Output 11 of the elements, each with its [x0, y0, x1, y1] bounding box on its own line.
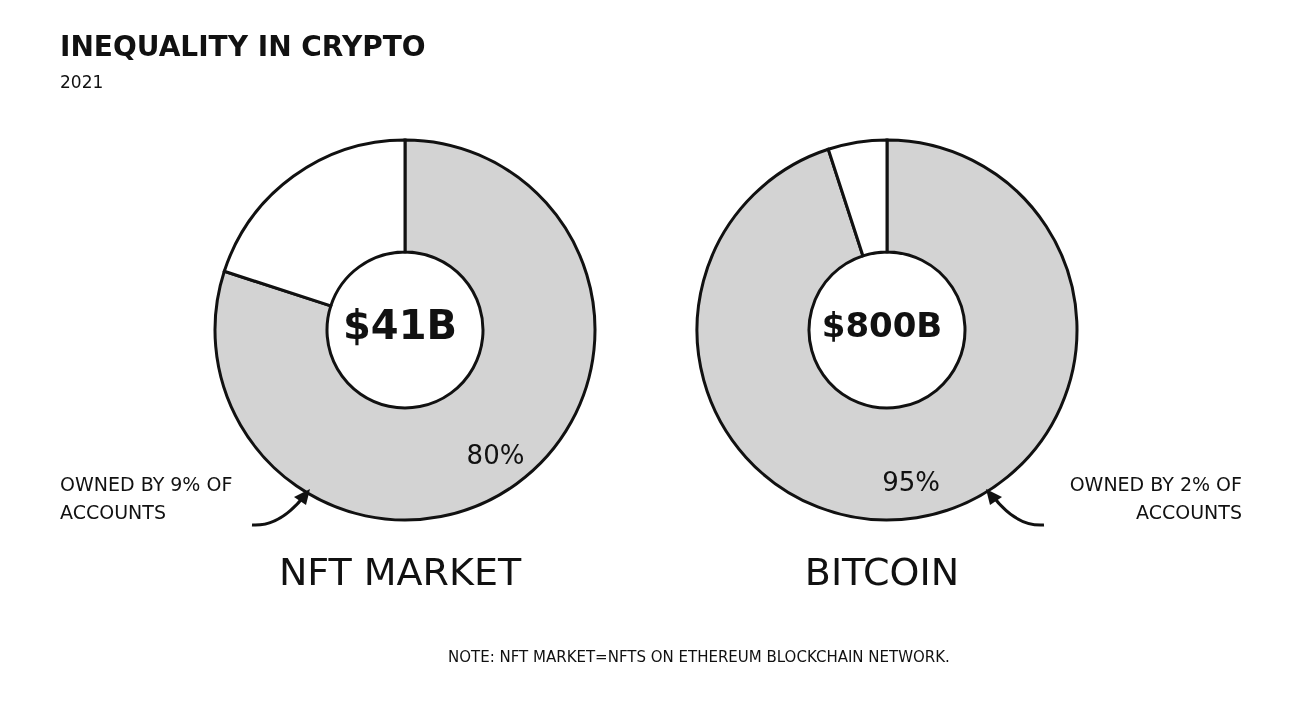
text: $41B	[342, 301, 458, 350]
text: $800B	[820, 304, 944, 347]
text: BITCOIN	[803, 550, 961, 594]
text: OWNED BY 2% OF ACCOUNTS	[1068, 472, 1242, 525]
data-label: 95%	[882, 467, 940, 498]
text: NFT MARKET	[277, 550, 523, 594]
text: NOTE: NFT MARKET=NFTS ON ETHEREUM BLOCKCHAIN NETWORK.	[448, 648, 950, 666]
data-label: 80%	[466, 439, 525, 470]
text: OWNED BY 9% OF ACCOUNTS	[60, 472, 234, 525]
chart-title: INEQUALITY IN CRYPTO	[60, 30, 426, 63]
chart-subtitle: 2021	[60, 72, 104, 92]
